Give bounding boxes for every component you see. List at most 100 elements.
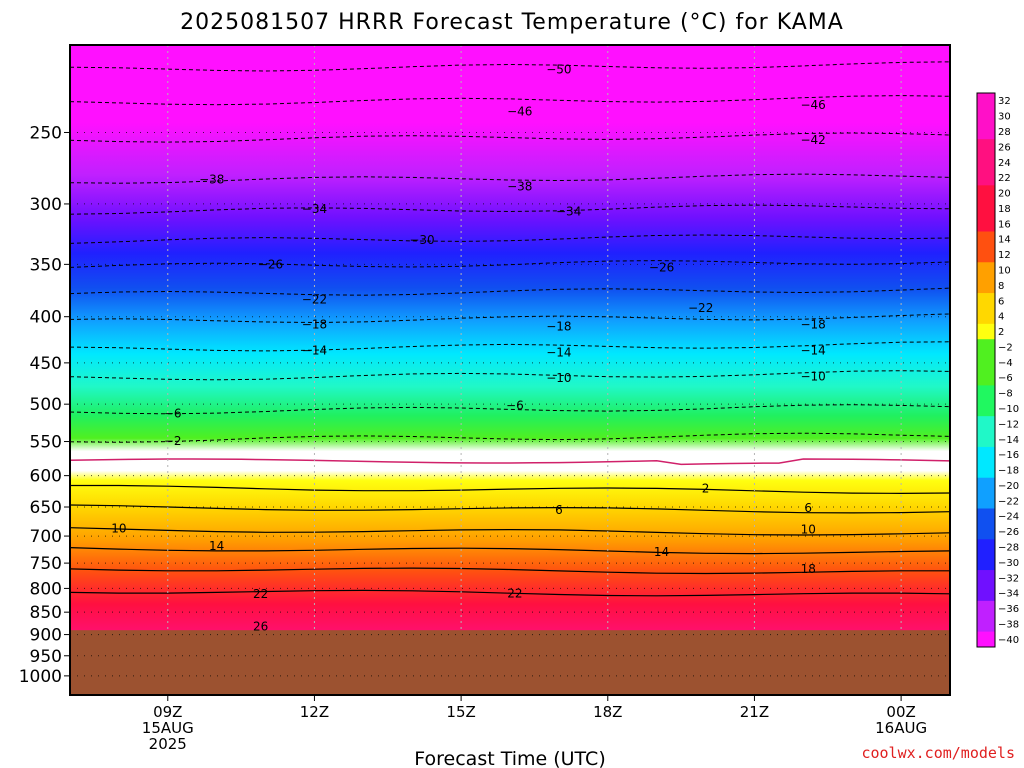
y-tick-label: 950 [30, 647, 62, 667]
y-tick-label: 600 [30, 467, 62, 487]
colorbar-label: −32 [998, 573, 1019, 584]
colorbar-label: −2 [998, 342, 1013, 353]
colorbar-cell [977, 293, 995, 309]
contour-label: 6 [555, 503, 563, 517]
isotherm-line-solid [69, 547, 951, 555]
colorbar-cell [977, 246, 995, 263]
contour-label: 10 [801, 522, 816, 536]
colorbar-cell [977, 416, 995, 433]
colorbar-cell [977, 600, 995, 617]
contour-label: −14 [302, 343, 327, 357]
colorbar-label: −26 [998, 527, 1019, 538]
colorbar-label: 24 [998, 158, 1011, 169]
colorbar-cell [977, 477, 995, 494]
x-tick-label: 15AUG [142, 719, 194, 737]
colorbar-cell [977, 139, 995, 156]
contour-label: −34 [302, 202, 327, 216]
colorbar-label: −10 [998, 404, 1019, 415]
colorbar-cell [977, 570, 995, 586]
colorbar: 32 30 28 26 24 22 20 18 16 14 12 10 8 6 4 2 −2 −4 −6 −8 −10 −… [976, 92, 1019, 648]
colorbar-label: 18 [998, 204, 1011, 215]
colorbar-label: 30 [998, 112, 1011, 123]
contour-label: 14 [209, 539, 224, 553]
colorbar-frame [976, 92, 996, 648]
x-tick-label: 00Z [886, 703, 915, 721]
colorbar-label: 14 [998, 235, 1011, 246]
contour-label: 26 [253, 620, 268, 634]
colorbar-label: −12 [998, 419, 1019, 430]
y-tick-label: 750 [30, 554, 62, 574]
colorbar-cell [977, 231, 995, 248]
contour-label: −26 [649, 261, 674, 275]
x-axis-title: Forecast Time (UTC) [414, 748, 605, 768]
colorbar-label: −28 [998, 542, 1019, 553]
colorbar-cell [977, 631, 995, 648]
colorbar-label: 20 [998, 189, 1011, 200]
colorbar-cell [977, 108, 995, 125]
contour-label: −18 [302, 317, 327, 331]
colorbar-label: −24 [998, 512, 1019, 523]
contour-label: 10 [111, 522, 126, 536]
colorbar-label: 2 [998, 327, 1004, 338]
colorbar-label: 32 [998, 96, 1011, 107]
below-ground-region [70, 630, 950, 695]
contour-label: −46 [507, 105, 532, 119]
colorbar-label: −34 [998, 589, 1019, 600]
y-tick-label: 850 [30, 603, 62, 623]
colorbar-label: 10 [998, 265, 1011, 276]
contour-label: −18 [800, 317, 825, 331]
credit-text: coolwx.com/models [861, 744, 1015, 762]
x-tick-label: 18Z [593, 703, 622, 721]
colorbar-label: 4 [998, 312, 1004, 323]
x-tick-label: 15Z [446, 703, 475, 721]
isotherm-line-solid [70, 484, 951, 495]
isotherm-line-solid [69, 527, 951, 536]
colorbar-cell [977, 523, 995, 540]
colorbar-label: 26 [998, 142, 1011, 153]
y-tick-label: 1000 [19, 667, 62, 687]
colorbar-label: −40 [998, 635, 1019, 646]
contour-label: −14 [800, 343, 825, 357]
y-tick-label: 450 [30, 354, 62, 374]
isotherm-line-solid [69, 504, 951, 514]
isotherm-line-solid [69, 589, 951, 597]
x-tick-label: 09Z [153, 703, 182, 721]
contour-label: −6 [506, 399, 524, 413]
grid-lines [70, 45, 950, 695]
colorbar-cell [977, 493, 995, 509]
colorbar-cell [977, 354, 995, 371]
contour-label: −22 [688, 301, 713, 315]
x-tick-label: 12Z [300, 703, 329, 721]
contour-labels: −50−46 −46−42−38 −38−34 −34−30−26 −26−22−22−… [111, 63, 826, 634]
y-tick-label: 300 [30, 195, 62, 215]
colorbar-label: 28 [998, 127, 1011, 138]
colorbar-cell [977, 169, 995, 186]
contour-label: 2 [702, 481, 710, 495]
contour-label: −10 [546, 371, 571, 385]
y-tick-label: 700 [30, 527, 62, 547]
colorbar-label: −20 [998, 481, 1019, 492]
colorbar-cell [977, 446, 995, 463]
contour-label: −50 [546, 63, 571, 77]
colorbar-label: 16 [998, 219, 1011, 230]
colorbar-label: −6 [998, 373, 1013, 384]
colorbar-label: 6 [998, 296, 1004, 307]
colorbar-label: −18 [998, 466, 1019, 477]
contour-label: −22 [302, 293, 327, 307]
colorbar-cell [977, 262, 995, 279]
colorbar-cell [977, 339, 995, 356]
contour-label: −38 [199, 173, 224, 187]
contour-label: −46 [800, 98, 825, 112]
plot-area: −50−46 −46−42−38 −38−34 −34−30−26 −26−22−22−… [69, 44, 951, 696]
contour-label: −38 [507, 180, 532, 194]
contour-label: −2 [164, 434, 182, 448]
colorbar-label: 12 [998, 250, 1011, 261]
contour-label: 6 [804, 501, 812, 515]
colorbar-cell [977, 308, 995, 325]
colorbar-cell [977, 616, 995, 633]
contour-label: −26 [258, 257, 283, 271]
colorbar-label: −30 [998, 558, 1019, 569]
y-tick-label: 400 [30, 308, 62, 328]
y-axis: 250 300 350 400 450 500 550 600 650 700 750 800 850 9… [19, 123, 70, 687]
